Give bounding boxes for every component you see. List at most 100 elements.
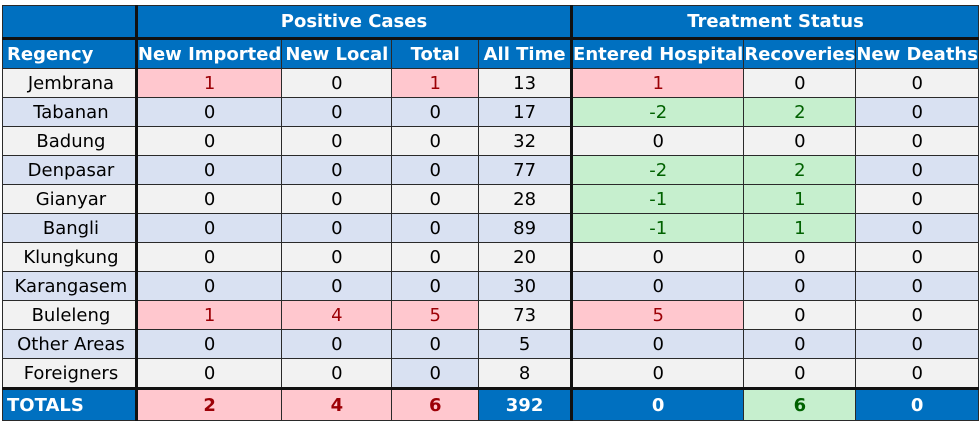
cell-new-imported: 0 [134,126,283,156]
cell-new-deaths: 0 [855,271,979,301]
cell-recoveries: 0 [743,300,857,330]
totals-entered-hospital: 0 [571,387,745,421]
cell-new-local: 4 [281,300,393,330]
table-row: Bangli 0 0 0 89 -1 1 0 [2,213,979,243]
cell-region: Badung [2,126,137,156]
totals-all-time: 392 [478,387,574,421]
cell-new-local: 0 [281,68,393,98]
table-row: Gianyar 0 0 0 28 -1 1 0 [2,184,979,214]
cell-entered-hospital: 1 [571,68,745,98]
cell-recoveries: 0 [743,242,857,272]
cell-recoveries: 2 [743,155,857,185]
cell-all-time: 13 [478,68,574,98]
cell-region: Karangasem [2,271,137,301]
cell-new-deaths: 0 [855,242,979,272]
cell-all-time: 28 [478,184,574,214]
totals-new-local: 4 [281,387,393,421]
cell-new-imported: 0 [134,213,283,243]
cell-all-time: 73 [478,300,574,330]
cell-new-deaths: 0 [855,126,979,156]
column-header-new-local: New Local [281,38,393,69]
table-row: Badung 0 0 0 32 0 0 0 [2,126,979,156]
totals-new-deaths: 0 [855,387,979,421]
cell-entered-hospital: -2 [571,155,745,185]
cell-new-deaths: 0 [855,213,979,243]
cell-new-local: 0 [281,97,393,127]
cell-recoveries: 0 [743,68,857,98]
group-header-row: Positive Cases Treatment Status [2,5,979,40]
cell-total: 0 [391,97,480,127]
cell-new-deaths: 0 [855,97,979,127]
cell-all-time: 5 [478,329,574,359]
totals-total: 6 [391,387,480,421]
column-header-new-deaths: New Deaths [855,38,979,69]
cell-new-local: 0 [281,358,393,389]
column-header-total: Total [391,38,480,69]
cell-entered-hospital: 0 [571,271,745,301]
cell-entered-hospital: 5 [571,300,745,330]
cell-region: Gianyar [2,184,137,214]
cell-new-imported: 0 [134,242,283,272]
cell-new-deaths: 0 [855,184,979,214]
cell-new-deaths: 0 [855,155,979,185]
cell-total: 0 [391,184,480,214]
cell-new-imported: 0 [134,184,283,214]
table-row: Denpasar 0 0 0 77 -2 2 0 [2,155,979,185]
cell-new-imported: 0 [134,329,283,359]
cell-all-time: 32 [478,126,574,156]
cell-new-local: 0 [281,126,393,156]
cell-region: Foreigners [2,358,137,389]
treatment-status-header: Treatment Status [571,5,979,40]
cell-region: Tabanan [2,97,137,127]
cell-new-deaths: 0 [855,68,979,98]
column-header-regency: Regency [2,38,137,69]
cell-new-local: 0 [281,184,393,214]
totals-row: TOTALS 2 4 6 392 0 6 0 [2,387,979,421]
cell-new-local: 0 [281,213,393,243]
totals-label: TOTALS [2,387,137,421]
cell-recoveries: 0 [743,126,857,156]
cell-total: 0 [391,329,480,359]
cell-total: 0 [391,213,480,243]
column-header-all-time: All Time [478,38,574,69]
cell-new-local: 0 [281,242,393,272]
cell-region: Buleleng [2,300,137,330]
cell-entered-hospital: 0 [571,358,745,389]
cell-recoveries: 0 [743,271,857,301]
cell-total: 0 [391,271,480,301]
cell-recoveries: 1 [743,184,857,214]
cell-new-deaths: 0 [855,358,979,389]
cell-entered-hospital: -1 [571,213,745,243]
cell-new-deaths: 0 [855,300,979,330]
cell-total: 0 [391,126,480,156]
cell-recoveries: 0 [743,329,857,359]
table-row: Foreigners 0 0 0 8 0 0 0 [2,358,979,389]
cell-all-time: 17 [478,97,574,127]
cell-region: Other Areas [2,329,137,359]
cell-total: 0 [391,358,480,389]
cell-region: Jembrana [2,68,137,98]
cell-entered-hospital: 0 [571,329,745,359]
cell-recoveries: 2 [743,97,857,127]
cell-total: 1 [391,68,480,98]
column-header-recoveries: Recoveries [743,38,857,69]
cell-all-time: 20 [478,242,574,272]
cell-entered-hospital: 0 [571,242,745,272]
cell-new-imported: 1 [134,300,283,330]
cell-entered-hospital: 0 [571,126,745,156]
column-header-row: Regency New Imported New Local Total All… [2,38,979,69]
cell-total: 5 [391,300,480,330]
column-header-new-imported: New Imported [134,38,283,69]
table-row: Karangasem 0 0 0 30 0 0 0 [2,271,979,301]
table-row: Klungkung 0 0 0 20 0 0 0 [2,242,979,272]
cell-region: Denpasar [2,155,137,185]
cell-new-local: 0 [281,271,393,301]
cell-new-imported: 0 [134,271,283,301]
cell-new-imported: 1 [134,68,283,98]
table-row: Tabanan 0 0 0 17 -2 2 0 [2,97,979,127]
cell-new-deaths: 0 [855,329,979,359]
cell-region: Bangli [2,213,137,243]
cell-new-local: 0 [281,155,393,185]
covid-cases-table: Positive Cases Treatment Status Regency … [2,5,979,421]
totals-new-imported: 2 [134,387,283,421]
